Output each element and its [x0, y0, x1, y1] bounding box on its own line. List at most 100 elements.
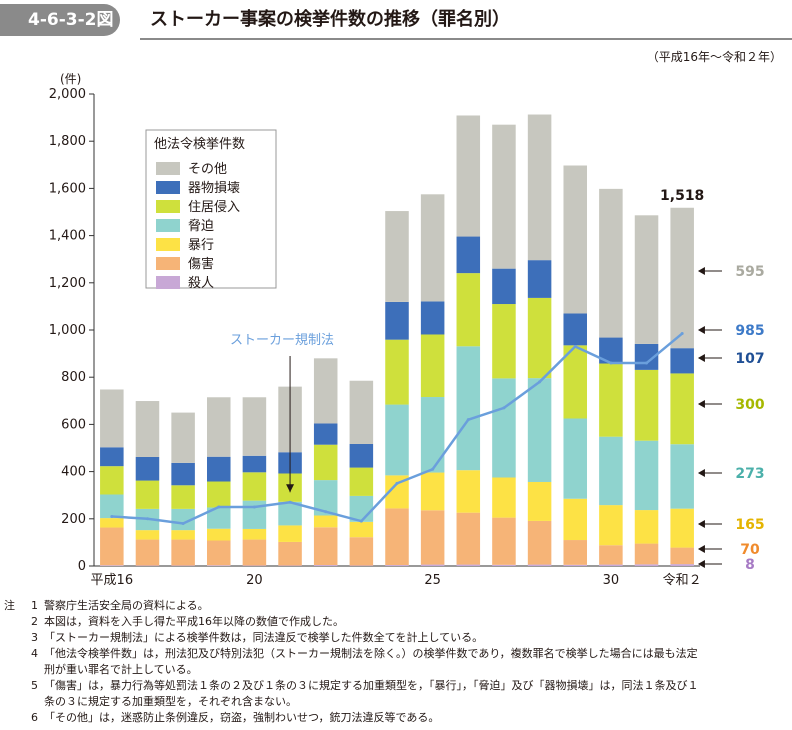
- note-head: [4, 614, 16, 630]
- note-head: [4, 694, 16, 710]
- bar-segment-1: [527, 564, 552, 566]
- line-point: [645, 361, 649, 365]
- bar-segment-2: [563, 540, 587, 565]
- y-tick-label: 1,000: [49, 323, 86, 338]
- bar-segment-7: [171, 412, 195, 463]
- bar-segment-3: [171, 530, 195, 540]
- bar-segment-4: [207, 507, 231, 529]
- note-number: 1: [31, 599, 38, 612]
- note-text: 本図は，資料を入手し得た平成16年以降の数値で作成した。: [44, 615, 344, 628]
- bar-segment-6: [420, 301, 445, 335]
- bar-segment-5: [563, 345, 587, 419]
- note-head: [4, 710, 16, 726]
- title-rule: [140, 38, 792, 40]
- note-head: [4, 646, 16, 662]
- y-tick-label: 2,000: [49, 87, 86, 102]
- bar-segment-7: [100, 389, 124, 448]
- bar-segment-3: [670, 508, 694, 548]
- bar-segment-3: [349, 521, 374, 538]
- bar-segment-1: [634, 564, 659, 566]
- bar-segment-1: [207, 565, 231, 566]
- line-point: [359, 519, 363, 523]
- bar-segment-1: [385, 565, 409, 566]
- bar-segment-5: [349, 467, 374, 496]
- bar-segment-7: [670, 207, 694, 349]
- y-tick-label: 200: [61, 512, 86, 527]
- bar-segment-1: [456, 564, 481, 566]
- bar-segment-1: [100, 565, 124, 566]
- bar-segment-2: [385, 508, 409, 566]
- note-number: 3: [31, 631, 38, 644]
- line-point: [110, 514, 114, 518]
- segment-value-label: 273: [735, 466, 764, 482]
- period-label: （平成16年～令和２年）: [646, 50, 782, 64]
- bar-segment-2: [349, 537, 374, 566]
- bar-segment-3: [492, 477, 516, 518]
- bar-segment-4: [670, 444, 694, 509]
- note-number: 6: [31, 711, 38, 724]
- line-point: [395, 481, 399, 485]
- bar-segment-6: [313, 423, 338, 445]
- note-row: 条の３に規定する加重類型を，それぞれ含まない。: [4, 694, 790, 710]
- bar-segment-7: [207, 397, 231, 457]
- segment-value-label: 165: [735, 517, 764, 533]
- note-text: 「傷害」は，暴力行為等処罰法１条の２及び１条の３に規定する加重類型を，「暴行」，…: [44, 679, 699, 692]
- bar-segment-7: [313, 358, 338, 424]
- bar-segment-3: [563, 498, 587, 541]
- bar-segment-7: [527, 114, 552, 261]
- segment-arrow-head: [697, 354, 705, 362]
- bar-segment-5: [207, 481, 231, 508]
- bar-segment-5: [420, 334, 445, 398]
- note-row: 刑が重い罪名で計上している。: [4, 662, 790, 678]
- bar-segment-7: [634, 215, 659, 344]
- note-text: 「その他」は，迷惑防止条例違反，窃盗，強制わいせつ，銃刀法違反等である。: [44, 711, 440, 724]
- segment-value-label: 8: [745, 557, 755, 573]
- y-tick-label: 1,600: [49, 181, 86, 196]
- bar-segment-6: [563, 313, 587, 346]
- line-point: [288, 500, 292, 504]
- segment-arrow-head: [697, 267, 705, 275]
- bar-segment-5: [599, 363, 623, 437]
- bar-segment-2: [634, 543, 659, 565]
- line-point: [502, 406, 506, 410]
- segment-value-label: 70: [740, 542, 760, 558]
- bar-segment-3: [527, 481, 552, 521]
- bar-segment-4: [420, 397, 445, 473]
- bar-segment-3: [135, 530, 160, 540]
- total-label: 1,518: [660, 188, 704, 204]
- notes: 注 1 警察庁生活安全局の資料による。 2 本図は，資料を入手し得た平成16年以降の数値…: [4, 598, 790, 726]
- line-point: [466, 418, 470, 422]
- segment-value-label: 107: [735, 351, 764, 367]
- legend-label: 住居侵入: [188, 199, 240, 215]
- legend-label: 暴行: [188, 238, 214, 253]
- bar-segment-1: [492, 564, 516, 566]
- bar-segment-1: [670, 564, 694, 566]
- bar-segment-5: [385, 339, 409, 405]
- bar-segment-4: [599, 436, 623, 506]
- legend-swatch: [156, 219, 180, 232]
- bar-segment-2: [456, 512, 481, 565]
- bar-segment-3: [634, 510, 659, 544]
- line-point: [217, 505, 221, 509]
- legend-title: 他法令検挙件数: [154, 137, 245, 152]
- bar-segment-6: [100, 447, 124, 467]
- line-arrow-head: [697, 326, 705, 334]
- bar-segment-5: [670, 373, 694, 445]
- legend-swatch: [156, 238, 180, 251]
- line-point: [680, 332, 684, 336]
- bar-segment-5: [171, 485, 195, 509]
- note-row: 3 「ストーカー規制法」による検挙件数は，同法違反で検挙した件数全てを計上している…: [4, 630, 790, 646]
- legend-label: 傷害: [188, 256, 214, 272]
- bar-segment-5: [492, 304, 516, 379]
- note-number: 2: [31, 615, 38, 628]
- bar-segment-3: [420, 472, 445, 511]
- bar-segment-4: [634, 440, 659, 511]
- bar-segment-6: [135, 456, 160, 481]
- y-tick-label: 1,800: [49, 134, 86, 149]
- segment-arrow-head: [697, 400, 705, 408]
- note-head: [4, 630, 16, 646]
- note-row: 2 本図は，資料を入手し得た平成16年以降の数値で作成した。: [4, 614, 790, 630]
- bar-segment-6: [242, 455, 267, 473]
- bar-segment-6: [492, 268, 516, 305]
- note-text: 警察庁生活安全局の資料による。: [44, 599, 209, 612]
